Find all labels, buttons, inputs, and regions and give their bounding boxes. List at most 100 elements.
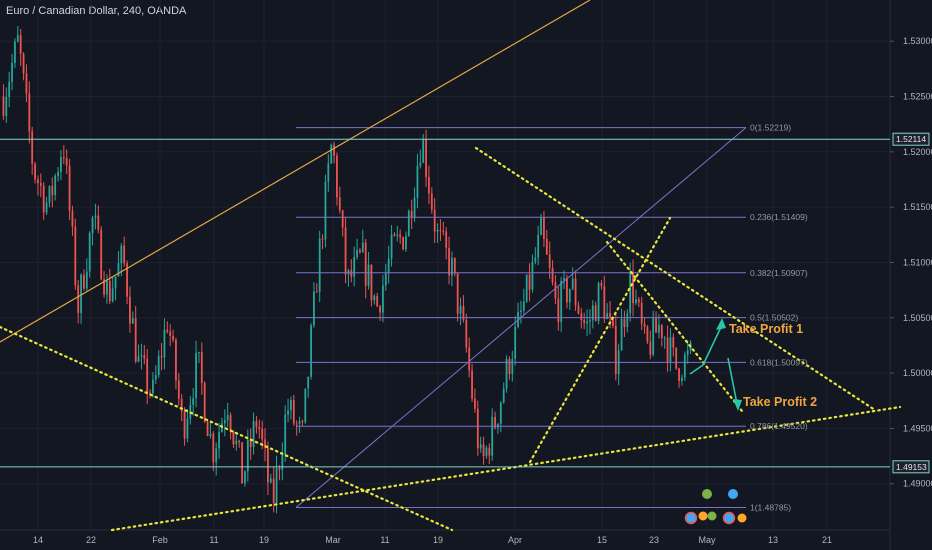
candle-body: [278, 468, 281, 470]
arrow-head-icon: [733, 399, 742, 411]
candle-body: [123, 245, 126, 264]
candle: [34, 161, 36, 184]
candle-body: [200, 352, 203, 383]
candle: [364, 239, 367, 299]
candle-body: [514, 326, 517, 359]
candle-body: [543, 217, 545, 239]
candle: [517, 302, 519, 329]
candle: [623, 310, 626, 337]
candle: [37, 175, 39, 196]
candle-body: [442, 230, 445, 232]
candle: [439, 219, 442, 241]
price-tick-label: 1.50000: [903, 368, 932, 378]
event-icons[interactable]: [684, 489, 747, 525]
candle-body: [51, 186, 54, 196]
candle: [100, 226, 103, 281]
price-tick-label: 1.49500: [903, 423, 932, 433]
candle-body: [16, 35, 19, 42]
candle-body: [83, 274, 85, 289]
candle: [632, 259, 634, 317]
candle-body: [8, 81, 11, 98]
dotted-trend-line[interactable]: [528, 216, 672, 464]
candle: [226, 402, 229, 427]
candle-body: [646, 326, 649, 342]
candle: [433, 198, 436, 243]
economic-event-icon[interactable]: [737, 513, 747, 523]
candle-body: [531, 261, 534, 290]
candle-body: [571, 278, 574, 290]
candle-body: [499, 402, 502, 424]
dotted-trend-line[interactable]: [474, 146, 877, 412]
candle: [603, 275, 606, 324]
economic-event-icon[interactable]: [702, 489, 712, 499]
dotted-trend-line[interactable]: [110, 405, 902, 532]
take-profit-1-arrow[interactable]: [689, 324, 723, 375]
candle-body: [468, 347, 471, 371]
candle: [5, 87, 8, 123]
candle: [376, 292, 379, 308]
price-axis[interactable]: 1.53000 1.52500 1.52000 1.51500 1.51000 1.505…: [890, 36, 932, 489]
economic-event-icon[interactable]: [684, 511, 698, 525]
candle-body: [491, 416, 494, 456]
horizontal-level-label: 1.52114: [896, 134, 926, 144]
candle-body: [304, 388, 307, 423]
economic-event-icon[interactable]: [728, 489, 738, 499]
candle: [45, 196, 48, 215]
candle: [54, 173, 57, 201]
candle: [485, 445, 488, 459]
candle-body: [419, 162, 422, 166]
candle-body: [229, 415, 232, 432]
dotted-trend-line[interactable]: [0, 325, 454, 532]
time-tick-label: 15: [597, 535, 607, 545]
candle: [678, 367, 680, 388]
candle: [430, 187, 433, 214]
candle: [175, 337, 177, 390]
candle: [545, 229, 548, 256]
candle: [241, 442, 243, 484]
time-tick-label: Feb: [152, 535, 168, 545]
candle-body: [413, 197, 416, 218]
candle: [617, 343, 620, 386]
time-tick-label: 11: [209, 535, 218, 545]
time-axis[interactable]: 14 22 Feb 11 19 Mar 11 19 Apr 15 23 May 13 21: [33, 535, 832, 545]
candle-body: [399, 234, 402, 238]
candle-body: [74, 226, 77, 286]
candle: [637, 297, 640, 308]
candle-body: [269, 478, 272, 483]
economic-event-icon[interactable]: [698, 511, 708, 521]
candle-body: [361, 242, 364, 253]
candle: [387, 245, 390, 284]
candle-body: [103, 279, 105, 295]
candle: [652, 310, 655, 357]
candle: [19, 29, 22, 67]
candle-body: [626, 313, 629, 328]
candle: [16, 25, 19, 43]
economic-event-icon[interactable]: [722, 511, 736, 525]
economic-event-icon[interactable]: [707, 511, 717, 521]
candle: [39, 173, 42, 198]
candle-body: [652, 318, 655, 355]
fib-trend-line[interactable]: [295, 127, 747, 508]
candle-body: [192, 398, 195, 405]
ascending-trend-line[interactable]: [0, 0, 591, 343]
candle: [543, 211, 545, 248]
candle-body: [522, 301, 525, 311]
candle: [373, 294, 376, 305]
candle-body: [548, 254, 551, 268]
candle: [232, 430, 235, 448]
candle: [278, 465, 281, 481]
candle-body: [364, 242, 367, 286]
time-tick-label: 13: [768, 535, 778, 545]
candle-body: [597, 283, 600, 322]
candle: [574, 270, 577, 312]
take-profit-2-arrow[interactable]: [727, 357, 738, 405]
candle-body: [198, 352, 200, 354]
candle-body: [272, 478, 275, 503]
candle-body: [586, 321, 588, 324]
candle: [476, 400, 479, 456]
candle: [62, 145, 65, 165]
candle: [60, 150, 62, 181]
candle: [591, 300, 594, 329]
candle: [537, 225, 540, 266]
